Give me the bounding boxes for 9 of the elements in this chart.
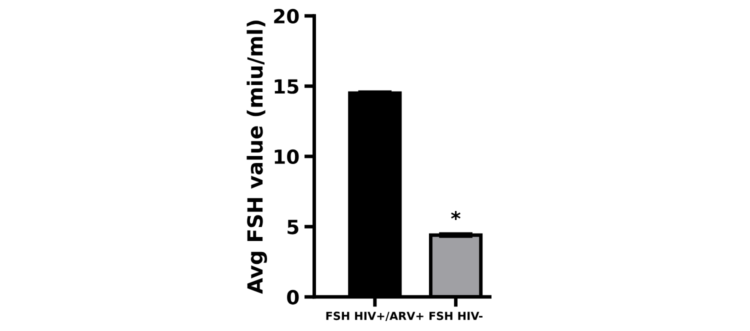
x-tick-label: FSH HIV- — [430, 312, 482, 320]
y-tick-label: 15 — [274, 79, 298, 94]
y-tick-label: 20 — [274, 8, 299, 24]
y-axis-title: Avg FSH value (miu/ml) — [246, 20, 268, 294]
y-tick-label: 5 — [288, 220, 298, 234]
y-tick-label: 10 — [274, 149, 299, 164]
annotation: * — [451, 210, 460, 220]
x-tick-label: FSH HIV+/ARV+ — [326, 312, 424, 321]
y-tick-label: 0 — [287, 290, 299, 305]
